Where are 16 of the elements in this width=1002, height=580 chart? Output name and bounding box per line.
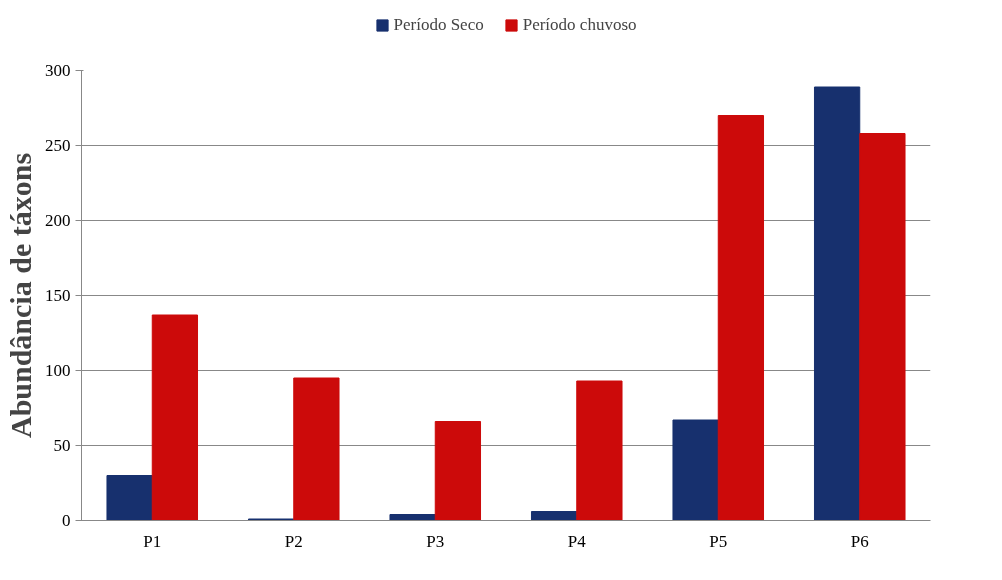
legend-label: Período Seco (393, 15, 484, 35)
x-tick-label: P5 (709, 531, 728, 551)
y-tick-label: 250 (45, 136, 71, 155)
x-tick-label: P1 (143, 531, 162, 551)
y-tick-label: 200 (45, 211, 71, 230)
x-tick-label: P6 (850, 531, 869, 551)
x-tick-label: P2 (284, 531, 303, 551)
legend-label: Período chuvoso (522, 15, 637, 35)
y-tick-label: 50 (53, 436, 71, 455)
x-tick-label: P3 (426, 531, 445, 551)
y-tick-label: 300 (45, 61, 71, 80)
y-axis-title: Abundância de táxons (4, 152, 37, 439)
y-tick-label: 0 (62, 511, 71, 530)
y-tick-label: 100 (45, 361, 71, 380)
y-tick-label: 150 (45, 286, 71, 305)
x-tick-label: P4 (567, 531, 587, 551)
